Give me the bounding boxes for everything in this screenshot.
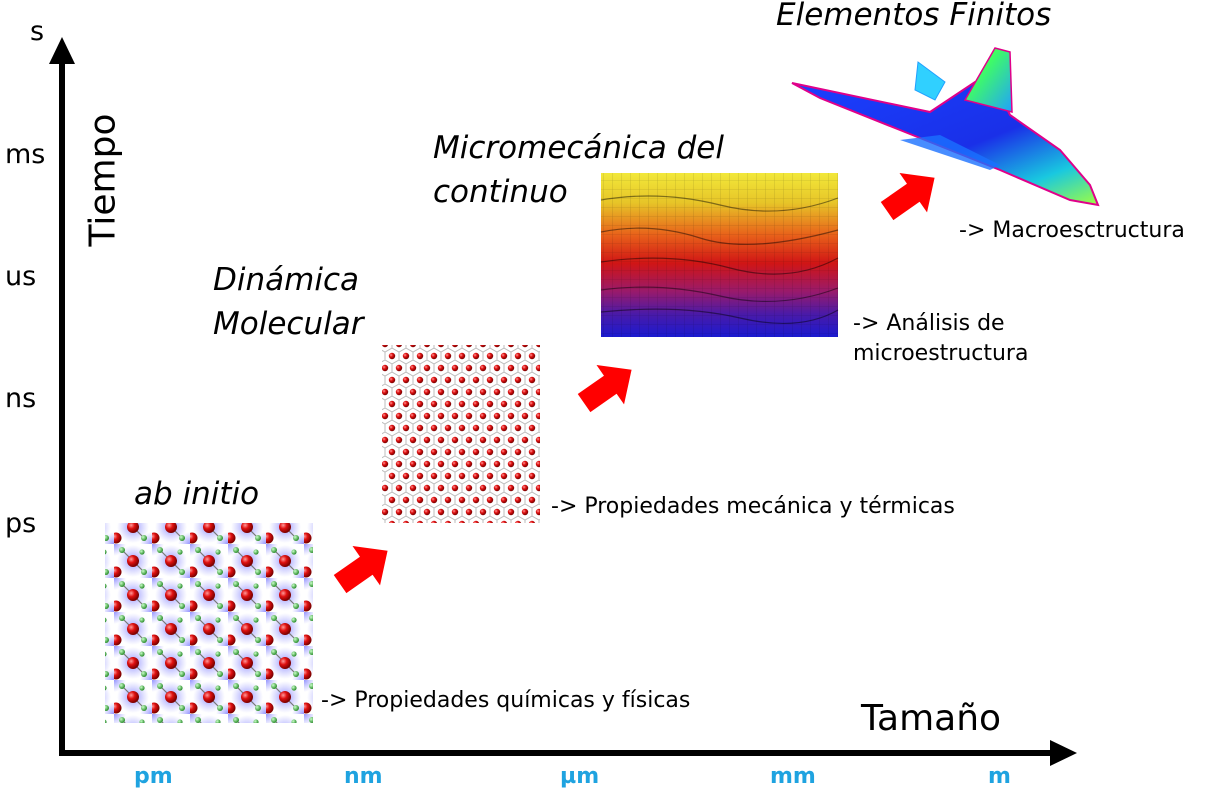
stage-arrow-1 [333,546,388,594]
stage-arrow-2 [577,365,632,413]
description-micromechanics-line1: -> Análisis de [853,311,1005,336]
method-finite-elements: Elementos Finitos [776,0,1052,33]
stage-arrow-3 [880,173,935,221]
method-molecular-dynamics-line1: Dinámica [213,262,359,298]
x-axis-title: Tamaño [861,698,1002,739]
y-tick-s: s [30,16,45,47]
x-axis-arrowhead [1050,740,1077,766]
y-tick-ns: ns [5,383,37,414]
y-axis-title: Tiempo [82,113,124,247]
y-tick-ms: ms [5,139,46,170]
method-micromechanics-line2: continuo [433,174,568,210]
description-ab-initio: -> Propiedades químicas y físicas [321,688,691,713]
method-molecular-dynamics-line2: Molecular [213,306,364,342]
x-tick-nm: nm [344,764,383,789]
x-tick-um: µm [560,764,600,789]
aircraft-model-image [791,47,1100,207]
method-micromechanics-line1: Micromecánica del [433,130,724,166]
description-micromechanics-line2: microestructura [853,341,1029,366]
description-molecular-dynamics: -> Propiedades mecánica y térmicas [551,494,955,519]
method-ab-initio: ab initio [134,476,260,512]
x-tick-mm: mm [770,764,816,789]
y-tick-us: us [5,261,37,292]
molecular-dynamics-image [382,345,540,523]
x-tick-pm: pm [134,764,173,789]
micromechanics-image [600,173,839,337]
x-tick-m: m [988,764,1011,789]
ab-initio-image [105,523,313,723]
y-tick-ps: ps [5,508,37,539]
y-axis-arrowhead [49,37,75,64]
description-finite-elements: -> Macroesctructura [959,218,1185,243]
